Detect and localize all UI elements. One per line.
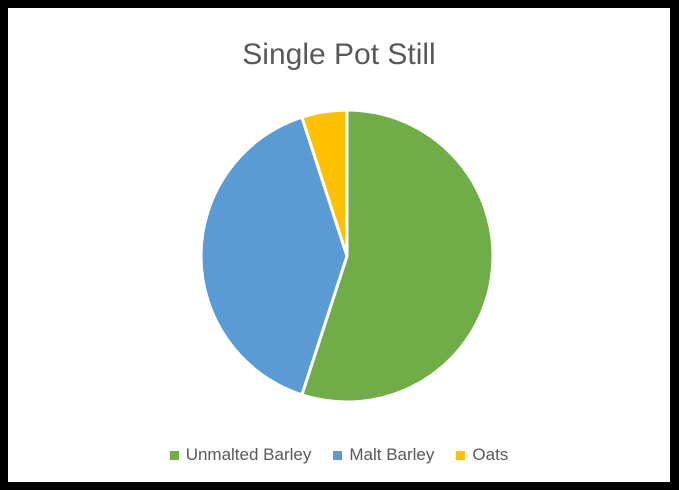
legend-label-malt-barley: Malt Barley	[349, 445, 435, 464]
legend-item-malt-barley: Malt Barley	[333, 445, 434, 465]
legend-item-unmalted-barley: Unmalted Barley	[169, 445, 312, 465]
pie-slice-unmalted-barley	[300, 108, 495, 404]
legend-swatch-oats	[456, 450, 466, 460]
chart-area: Single Pot Still Unmalted Barley Malt Bar…	[8, 8, 670, 482]
chart-legend: Unmalted Barley Malt Barley Oats	[8, 445, 670, 465]
legend-item-oats: Oats	[456, 445, 508, 465]
legend-label-unmalted-barley: Unmalted Barley	[185, 445, 312, 464]
pie-slice-malt-barley	[199, 115, 349, 397]
pie-chart	[199, 108, 495, 404]
legend-label-oats: Oats	[472, 445, 509, 464]
legend-swatch-malt-barley	[333, 450, 343, 460]
chart-title: Single Pot Still	[242, 38, 436, 71]
pie-slice-oats	[300, 108, 349, 258]
legend-swatch-unmalted-barley	[169, 450, 179, 460]
